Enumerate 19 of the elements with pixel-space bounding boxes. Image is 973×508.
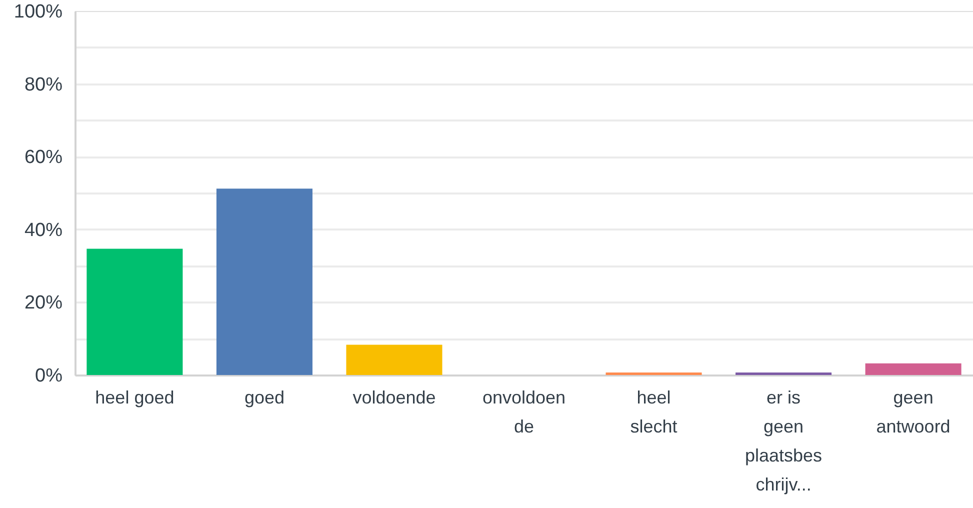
- y-tick-label: 40%: [24, 220, 63, 241]
- bar: [606, 372, 702, 375]
- y-tick-label: 100%: [14, 2, 63, 22]
- x-tick-label: er is geen plaatsbeschrijv...: [745, 388, 822, 494]
- bar: [736, 372, 832, 375]
- x-tick-label: voldoende: [352, 388, 436, 408]
- y-tick-label: 20%: [24, 292, 63, 314]
- y-tick-label: 80%: [24, 74, 63, 96]
- bar: [865, 363, 962, 375]
- x-tick-label: onvoldoende: [482, 388, 566, 436]
- x-tick-label: goed: [244, 388, 284, 408]
- y-tick-label: 60%: [24, 147, 63, 168]
- bar: [346, 344, 442, 375]
- x-tick-label: heel slecht: [630, 388, 678, 436]
- bar: [216, 188, 312, 375]
- y-tick-label: 0%: [35, 366, 63, 386]
- x-tick-label: geen antwoord: [876, 388, 950, 436]
- bar: [86, 248, 183, 375]
- x-tick-label: heel goed: [95, 388, 174, 408]
